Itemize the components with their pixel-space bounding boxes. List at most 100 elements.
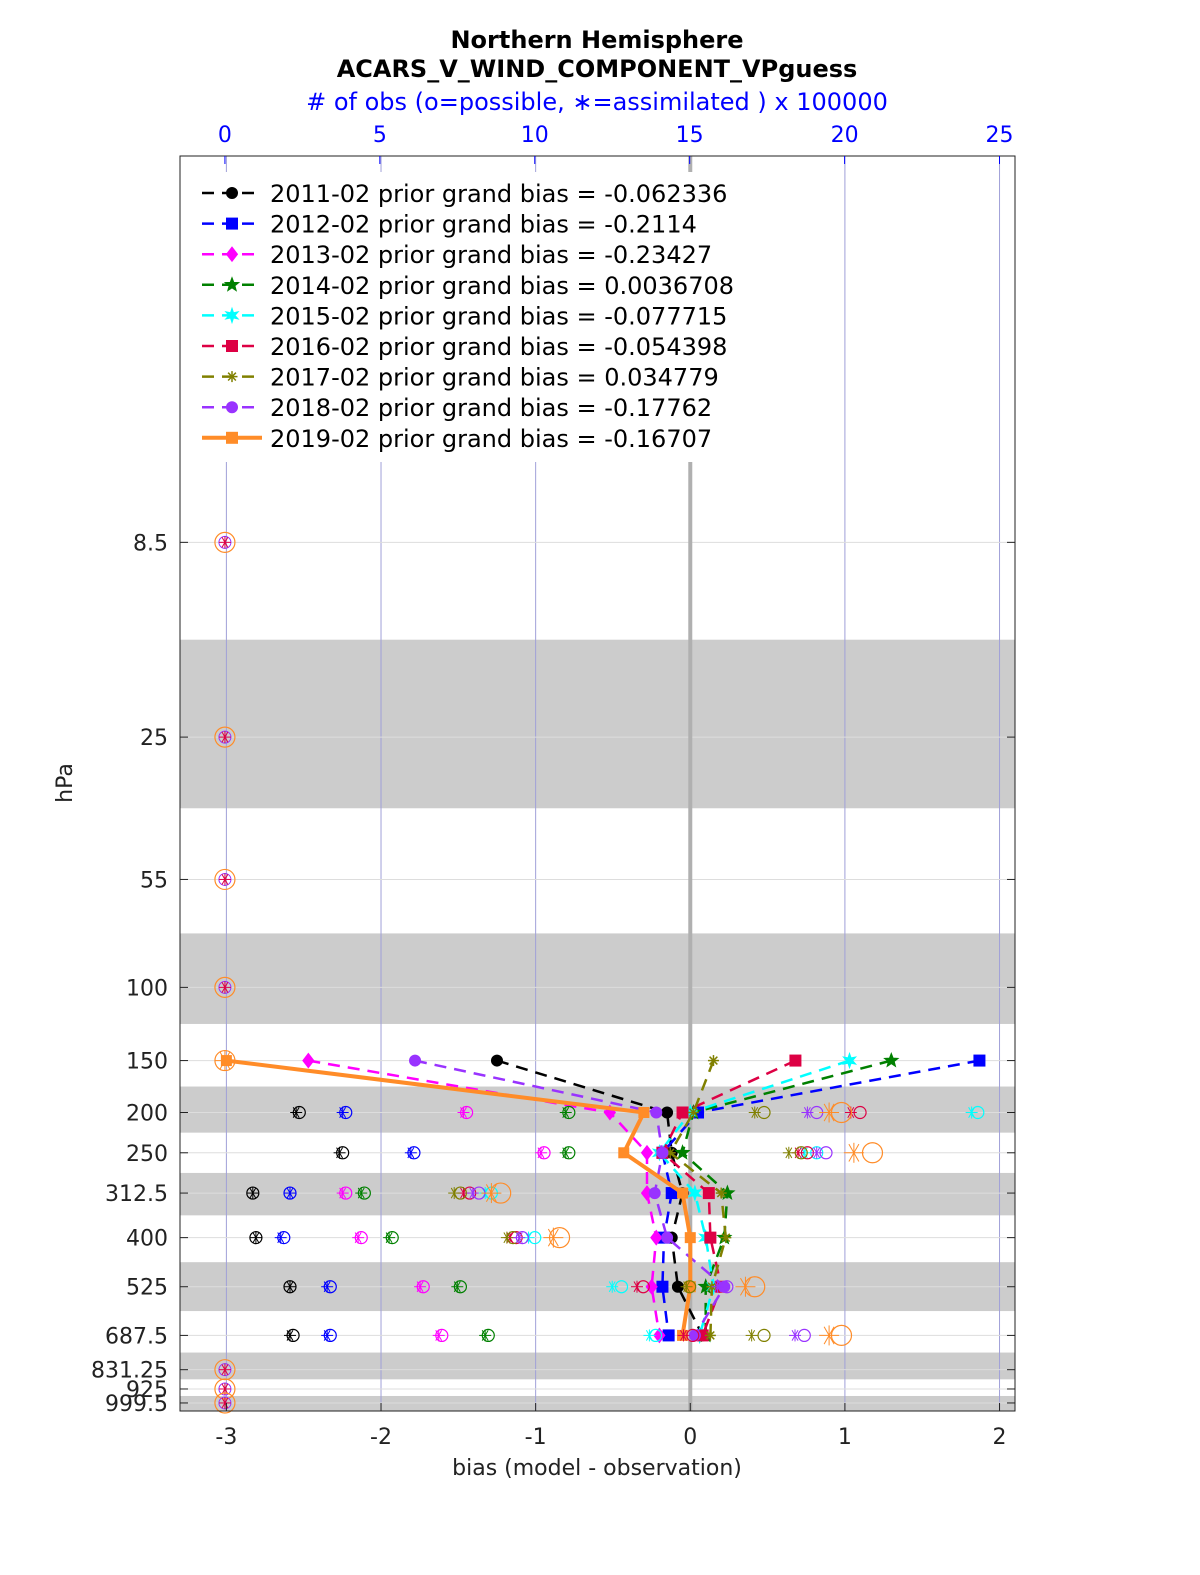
top-tick-label: 25	[986, 123, 1014, 148]
obs-assimilated-marker	[352, 1231, 365, 1244]
obs-count-markers	[214, 531, 985, 1414]
x-tick-label: -2	[370, 1425, 392, 1450]
obs-assimilated-marker	[214, 1050, 235, 1071]
legend-marker	[226, 217, 238, 230]
obs-assimilated-marker	[355, 1187, 368, 1200]
x-tick-label: -1	[525, 1425, 547, 1450]
obs-assimilated-marker	[249, 1231, 262, 1244]
top-tick-label: 20	[831, 123, 859, 148]
y-tick-label: 55	[140, 868, 168, 893]
obs-assimilated-marker	[789, 1329, 802, 1342]
level-band	[180, 933, 1015, 1024]
obs-assimilated-marker	[643, 1329, 656, 1342]
legend-label: 2016-02 prior grand bias = -0.054398	[270, 333, 727, 361]
obs-assimilated-marker	[843, 1142, 864, 1163]
series-point	[661, 1106, 674, 1119]
top-tick-label: 0	[218, 123, 232, 148]
obs-assimilated-marker	[457, 1106, 470, 1119]
obs-possible-marker	[214, 976, 236, 998]
chart-title: Northern Hemisphere	[450, 26, 743, 54]
obs-assimilated-marker	[218, 873, 231, 886]
obs-possible-marker	[214, 868, 236, 891]
legend-label: 2014-02 prior grand bias = 0.0036708	[270, 272, 734, 300]
obs-possible-marker	[214, 531, 236, 553]
obs-assimilated-marker	[745, 1329, 758, 1342]
obs-assimilated-marker	[218, 731, 231, 744]
obs-assimilated-marker	[218, 536, 231, 549]
obs-assimilated-marker	[383, 1231, 396, 1244]
legend-marker	[224, 306, 240, 325]
y-tick-label: 200	[126, 1102, 168, 1127]
top-axis-label: # of obs (o=possible, ∗=assimilated ) x …	[306, 88, 888, 116]
axis-ticks: -3 -2 -1 0 1 20 5 10 15 20 258.5255510015020025031…	[91, 123, 1015, 1450]
obs-assimilated-marker	[606, 1280, 619, 1293]
obs-assimilated-marker	[283, 1187, 296, 1200]
series-point	[684, 1232, 696, 1244]
level-band	[180, 1086, 1015, 1133]
obs-assimilated-marker	[513, 1231, 526, 1244]
y-tick-label: 150	[126, 1050, 168, 1075]
plot-frame	[179, 155, 1016, 1412]
series-point	[719, 1184, 736, 1201]
series-point	[687, 1184, 703, 1202]
obs-assimilated-marker	[448, 1187, 461, 1200]
obs-assimilated-marker	[321, 1329, 334, 1342]
obs-assimilated-marker	[321, 1280, 334, 1293]
legend-label: 2012-02 prior grand bias = -0.2114	[270, 211, 697, 239]
level-band	[180, 1172, 1015, 1216]
series-point	[715, 1187, 727, 1199]
series-point	[720, 1232, 732, 1244]
series-point	[648, 1187, 661, 1200]
y-tick-label: 100	[126, 976, 168, 1001]
series-point	[656, 1280, 669, 1293]
obs-possible-marker	[794, 1146, 808, 1160]
series-point	[687, 1107, 699, 1119]
series-point	[677, 1187, 689, 1199]
y-tick-label: 999.5	[105, 1392, 168, 1417]
obs-assimilated-marker	[735, 1276, 756, 1297]
legend-marker	[225, 246, 239, 263]
x-tick-label: 1	[838, 1425, 852, 1450]
x-tick-label: 0	[683, 1425, 697, 1450]
legend-marker	[226, 340, 238, 352]
obs-assimilated-marker	[274, 1231, 287, 1244]
y-axis-label: hPa	[53, 763, 78, 803]
obs-assimilated-marker	[677, 1329, 690, 1342]
obs-assimilated-marker	[680, 1280, 693, 1293]
obs-assimilated-marker	[748, 1106, 761, 1119]
y-tick-label: 250	[126, 1142, 168, 1167]
series-point	[973, 1054, 986, 1067]
legend-label: 2018-02 prior grand bias = -0.17762	[270, 394, 712, 422]
obs-assimilated-marker	[466, 1187, 479, 1200]
series-point	[618, 1147, 630, 1159]
y-tick-label: 687.5	[105, 1324, 168, 1349]
y-tick-label: 312.5	[105, 1182, 168, 1207]
obs-assimilated-marker	[711, 1280, 724, 1293]
series-point	[650, 1229, 663, 1246]
obs-possible-marker	[214, 1359, 236, 1381]
series-point	[789, 1054, 802, 1067]
obs-assimilated-marker	[965, 1106, 978, 1119]
obs-possible-marker	[214, 726, 236, 748]
obs-assimilated-marker	[404, 1146, 417, 1159]
obs-assimilated-marker	[336, 1106, 349, 1119]
obs-assimilated-marker	[819, 1325, 840, 1346]
series-point	[707, 1055, 719, 1067]
obs-assimilated-marker	[543, 1227, 564, 1248]
legend-label: 2017-02 prior grand bias = 0.034779	[270, 364, 719, 392]
legend-label: 2011-02 prior grand bias = -0.062336	[270, 180, 727, 208]
legend-label: 2019-02 prior grand bias = -0.16707	[270, 425, 712, 453]
obs-assimilated-marker	[218, 981, 231, 994]
series-point	[645, 1278, 658, 1295]
series-point	[638, 1107, 650, 1119]
series-point	[702, 1187, 715, 1200]
series-point	[704, 1329, 716, 1341]
legend-marker	[226, 187, 238, 199]
obs-assimilated-marker	[479, 1329, 492, 1342]
obs-assimilated-marker	[218, 1396, 231, 1409]
x-axis-label: bias (model - observation)	[452, 1456, 742, 1481]
y-tick-label: 831.25	[91, 1359, 168, 1384]
obs-assimilated-marker	[801, 1106, 814, 1119]
series-point	[661, 1231, 674, 1244]
